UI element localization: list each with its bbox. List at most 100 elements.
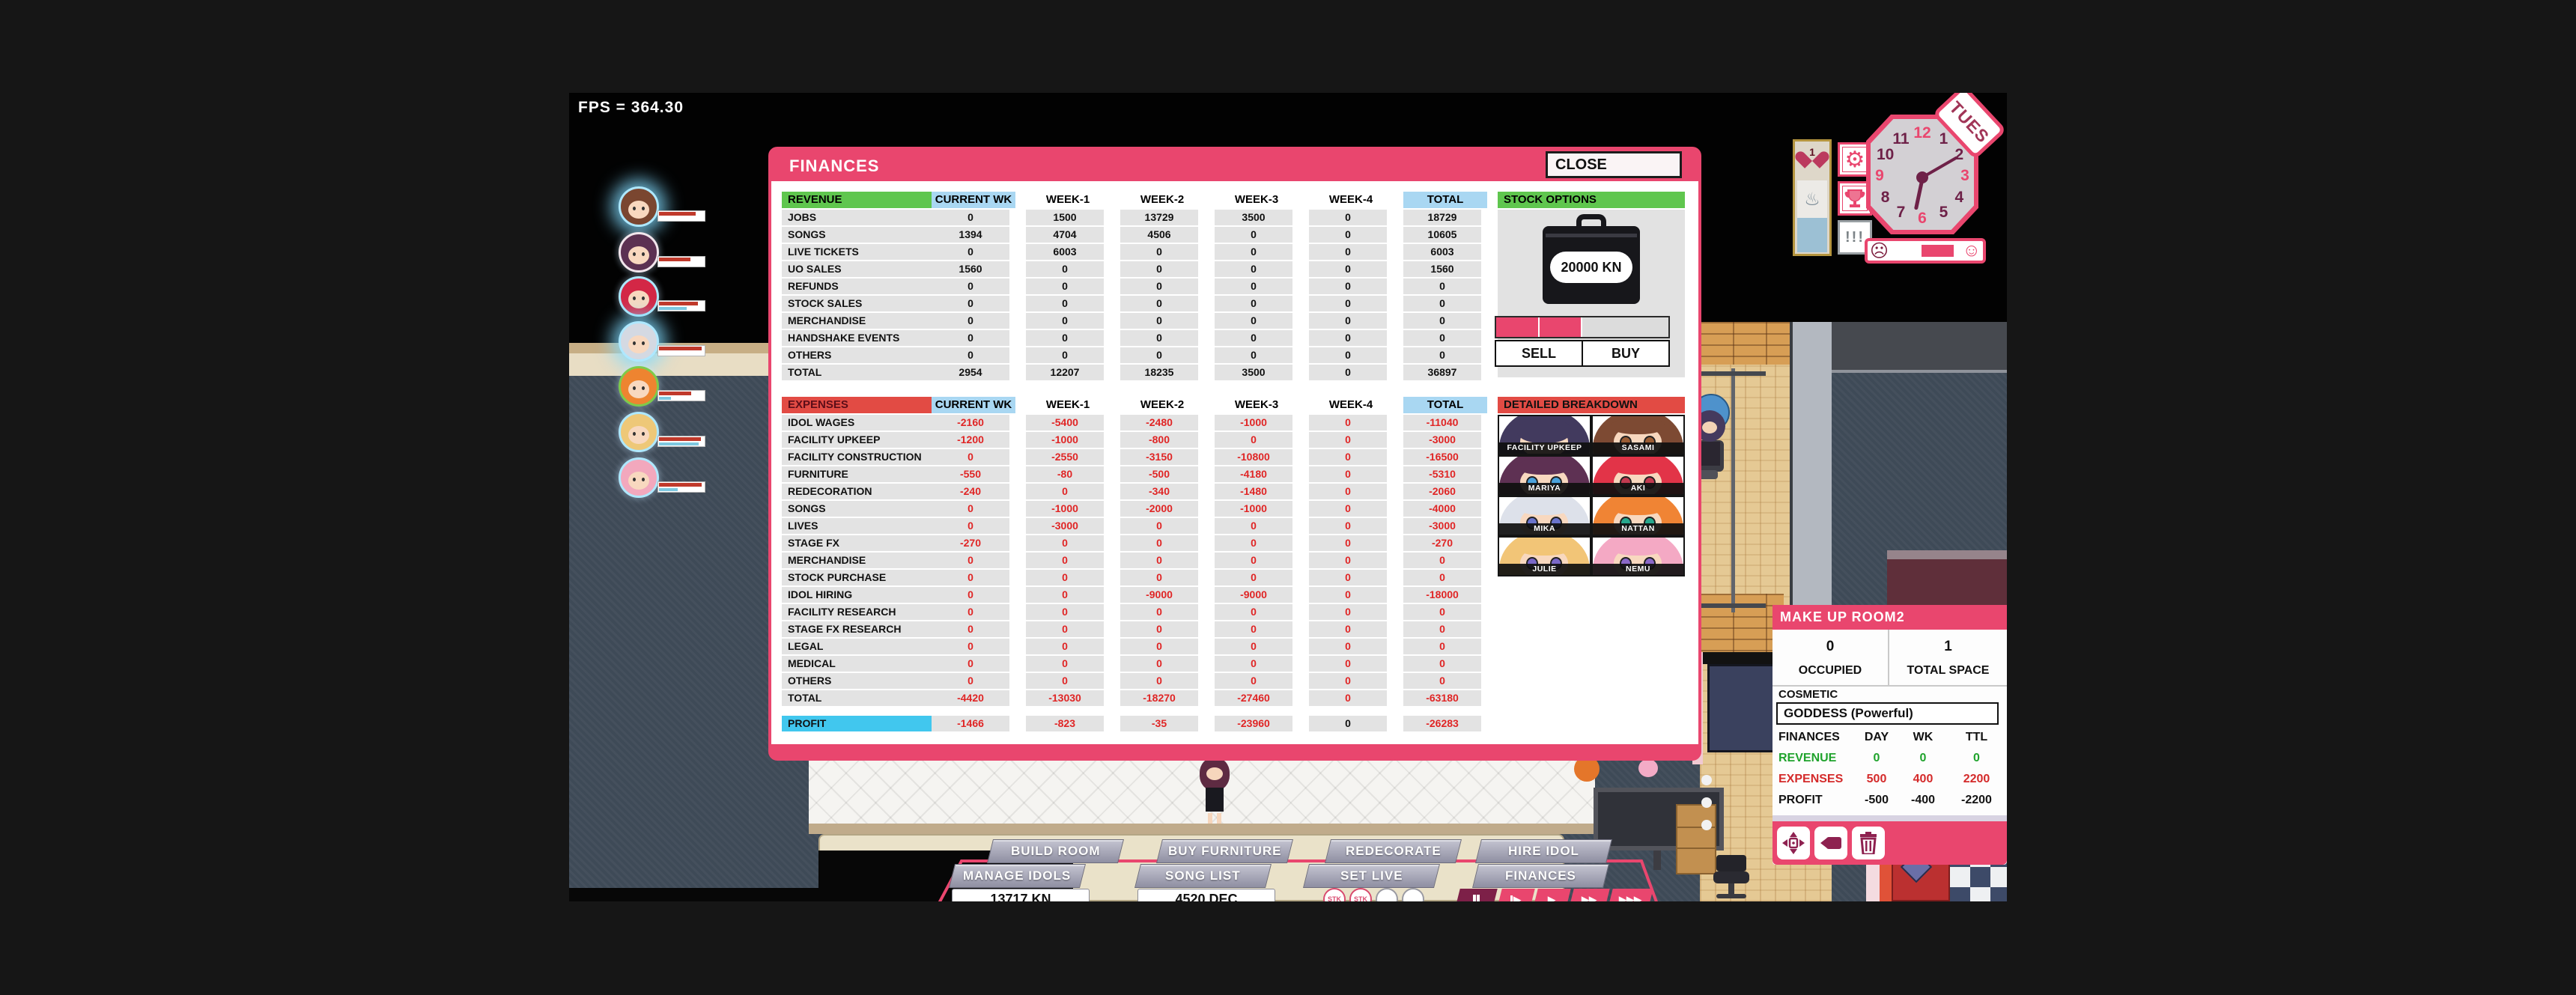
move-room-button[interactable] xyxy=(1777,827,1810,859)
step-button[interactable]: ▶ xyxy=(1496,889,1535,901)
idol-avatar[interactable] xyxy=(619,321,659,362)
row-value: 0 xyxy=(1215,518,1292,534)
idol-avatar[interactable] xyxy=(619,457,659,498)
row-label: TOTAL xyxy=(782,690,932,706)
buy-button[interactable]: BUY xyxy=(1583,340,1670,367)
stock-options-header: STOCK OPTIONS xyxy=(1498,192,1685,208)
floor-shadow xyxy=(569,888,818,901)
makeup-row-value: -400 xyxy=(1910,794,1936,806)
event-card[interactable]: 1 ♨ xyxy=(1793,139,1832,256)
idol-avatar[interactable] xyxy=(619,186,659,227)
table-header-row: REVENUE CURRENT WK WEEK-1 WEEK-2 WEEK-3 WEEK-… xyxy=(782,192,1498,208)
makeup-table-row: EXPENSES 500 400 2200 xyxy=(1772,773,2007,786)
idol-character-purple xyxy=(1200,758,1231,830)
avatar-eye xyxy=(633,386,636,390)
table-row: REFUNDS 0 0 0 0 0 0 xyxy=(782,279,1498,294)
avatar-eye xyxy=(633,341,636,345)
table-row: TOTAL 2954 12207 18235 3500 0 36897 xyxy=(782,365,1498,380)
fastest-button[interactable]: ▶▶▶ xyxy=(1607,889,1653,901)
makeup-col-header: TTL xyxy=(1965,731,1988,743)
manage-idols-button[interactable]: MANAGE IDOLS xyxy=(949,864,1086,888)
idol-avatar[interactable] xyxy=(619,276,659,317)
finances-button[interactable]: FINANCES xyxy=(1472,864,1609,888)
hall-orange-wall xyxy=(1880,865,1892,901)
row-value: 0 xyxy=(1309,279,1387,294)
row-value: 0 xyxy=(932,621,1009,637)
redecorate-button[interactable]: REDECORATE xyxy=(1325,839,1462,863)
makeup-table-header: FINANCES DAY WK TTL xyxy=(1772,731,2007,744)
column-header: TOTAL xyxy=(1403,397,1487,413)
pause-button[interactable] xyxy=(1454,889,1498,901)
avatar-eye xyxy=(633,252,636,256)
idol-status-bar xyxy=(657,436,705,447)
revenue-table: REVENUE CURRENT WK WEEK-1 WEEK-2 WEEK-3 WEEK-… xyxy=(782,192,1498,382)
hall-pink-wall xyxy=(1866,865,1880,901)
makeup-wall-band xyxy=(1700,652,1784,664)
portrait-cell: NATTAN xyxy=(1591,496,1685,536)
table-row: MERCHANDISE 0 0 0 0 0 0 xyxy=(782,553,1498,568)
office-chair xyxy=(1713,855,1749,900)
row-value: 1560 xyxy=(1403,261,1481,277)
row-value: 0 xyxy=(1120,570,1198,585)
mood-meter: ☹ ☺ xyxy=(1865,238,1986,264)
buy-furniture-button[interactable]: BUY FURNITURE xyxy=(1156,839,1293,863)
button-label: REDECORATE xyxy=(1345,844,1442,858)
idol-avatar[interactable] xyxy=(619,232,659,273)
row-value: 0 xyxy=(1309,244,1387,260)
row-value: 0 xyxy=(1309,449,1387,465)
cosmetic-select[interactable]: GODDESS (Powerful) xyxy=(1776,702,1999,725)
row-label: MERCHANDISE xyxy=(782,553,932,568)
sell-button[interactable]: SELL xyxy=(1495,340,1583,367)
row-value: 0 xyxy=(1309,365,1387,380)
hire-idol-button[interactable]: HIRE IDOL xyxy=(1475,839,1612,863)
row-value: -23960 xyxy=(1215,716,1292,731)
game-window: FPS = 364.30 1 ♨ ⚙ !!! 1 2 3 4 5 6 7 8 9 10 11 12 xyxy=(569,93,2007,901)
row-value: 0 xyxy=(932,279,1009,294)
row-label: FACILITY RESEARCH xyxy=(782,604,932,620)
row-value: 0 xyxy=(1309,432,1387,448)
row-value: -26283 xyxy=(1403,716,1481,731)
set-live-button[interactable]: SET LIVE xyxy=(1303,864,1440,888)
row-label: FACILITY CONSTRUCTION xyxy=(782,449,932,465)
row-value: 0 xyxy=(1215,621,1292,637)
row-label: MERCHANDISE xyxy=(782,313,932,329)
song-list-button[interactable]: SONG LIST xyxy=(1134,864,1272,888)
row-value: 0 xyxy=(932,604,1009,620)
camera-room-button[interactable] xyxy=(1814,827,1847,859)
play-button[interactable]: ▶ xyxy=(1532,889,1571,901)
idol-avatar[interactable] xyxy=(619,366,659,407)
row-label: OTHERS xyxy=(782,347,932,363)
fast-button[interactable]: ▶▶ xyxy=(1568,889,1610,901)
row-value: 0 xyxy=(1309,296,1387,311)
makeup-table-row: PROFIT -500 -400 -2200 xyxy=(1772,794,2007,807)
row-value: 0 xyxy=(932,518,1009,534)
clothes-rack xyxy=(1701,368,1766,612)
stk-badge: STK xyxy=(1323,888,1346,901)
build-room-button[interactable]: BUILD ROOM xyxy=(987,839,1124,863)
row-value: 0 xyxy=(1403,673,1481,689)
row-value: -2160 xyxy=(932,415,1009,430)
row-value: 0 xyxy=(1215,553,1292,568)
close-button[interactable]: CLOSE xyxy=(1546,151,1682,178)
play-icon: ▶ xyxy=(1548,894,1555,901)
portrait-name: MARIYA xyxy=(1499,483,1590,494)
portrait-bangs xyxy=(1611,499,1665,515)
row-label: MEDICAL xyxy=(782,656,932,672)
row-value: 0 xyxy=(1120,621,1198,637)
delete-room-button[interactable] xyxy=(1852,827,1885,859)
row-value: 0 xyxy=(1215,330,1292,346)
trash-icon xyxy=(1860,832,1877,854)
fast-icon: ▶▶ xyxy=(1582,894,1597,901)
avatar-eye xyxy=(642,478,645,481)
clock-numeral: 9 xyxy=(1875,167,1884,184)
row-value: -2550 xyxy=(1026,449,1104,465)
stock-segment xyxy=(1582,317,1626,337)
finances-footer xyxy=(771,744,1698,758)
clock-numeral: 11 xyxy=(1892,130,1910,147)
stock-options-body: 20000 KN SELL BUY xyxy=(1495,210,1685,377)
column-header: WEEK-1 xyxy=(1045,398,1090,411)
row-value: -13030 xyxy=(1026,690,1104,706)
total-space-value: 1 xyxy=(1944,639,1952,654)
table-row: JOBS 0 1500 13729 3500 0 18729 xyxy=(782,210,1498,225)
idol-avatar[interactable] xyxy=(619,412,659,452)
